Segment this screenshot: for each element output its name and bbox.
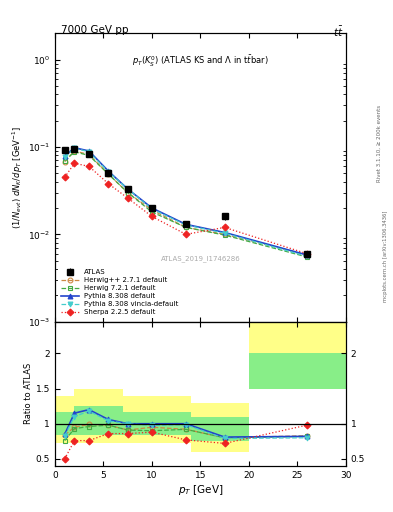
Sherpa 2.2.5 default: [125, 195, 130, 201]
Sherpa 2.2.5 default: [86, 163, 91, 169]
Pythia 8.308 default: [72, 145, 77, 151]
Pythia 8.308 default: [150, 205, 154, 211]
Y-axis label: Ratio to ATLAS: Ratio to ATLAS: [24, 363, 33, 424]
Line: Herwig++ 2.7.1 default: Herwig++ 2.7.1 default: [62, 148, 310, 258]
Pythia 8.308 vincia-default: [150, 206, 154, 212]
Pythia 8.308 default: [62, 153, 67, 159]
Pythia 8.308 vincia-default: [125, 186, 130, 192]
Herwig++ 2.7.1 default: [150, 207, 154, 213]
Sherpa 2.2.5 default: [150, 214, 154, 220]
Herwig++ 2.7.1 default: [125, 189, 130, 196]
Text: $t\bar{t}$: $t\bar{t}$: [333, 25, 344, 39]
Herwig 7.2.1 default: [222, 232, 227, 238]
Pythia 8.308 default: [86, 148, 91, 154]
Herwig 7.2.1 default: [86, 153, 91, 159]
Text: $p_{T}(K^{0}_{S})$ (ATLAS KS and $\Lambda$ in t$\bar{t}$bar): $p_{T}(K^{0}_{S})$ (ATLAS KS and $\Lambd…: [132, 53, 269, 69]
Sherpa 2.2.5 default: [305, 251, 309, 257]
Sherpa 2.2.5 default: [72, 160, 77, 166]
Line: Pythia 8.308 vincia-default: Pythia 8.308 vincia-default: [62, 146, 310, 259]
Herwig 7.2.1 default: [106, 171, 111, 177]
Pythia 8.308 vincia-default: [184, 222, 188, 228]
Herwig++ 2.7.1 default: [222, 231, 227, 238]
Pythia 8.308 default: [184, 221, 188, 227]
Pythia 8.308 default: [305, 252, 309, 258]
Y-axis label: $(1/N_{evt})\ dN_{K}/dp_{T}\ [\mathrm{GeV}^{-1}]$: $(1/N_{evt})\ dN_{K}/dp_{T}\ [\mathrm{Ge…: [11, 126, 25, 229]
Sherpa 2.2.5 default: [62, 174, 67, 180]
Pythia 8.308 vincia-default: [86, 148, 91, 155]
Text: 7000 GeV pp: 7000 GeV pp: [61, 25, 129, 35]
Pythia 8.308 vincia-default: [305, 253, 309, 260]
Pythia 8.308 vincia-default: [72, 145, 77, 151]
Herwig++ 2.7.1 default: [86, 152, 91, 158]
Herwig++ 2.7.1 default: [184, 224, 188, 230]
Herwig 7.2.1 default: [150, 209, 154, 215]
Herwig 7.2.1 default: [305, 254, 309, 260]
Herwig++ 2.7.1 default: [106, 171, 111, 177]
Legend: ATLAS, Herwig++ 2.7.1 default, Herwig 7.2.1 default, Pythia 8.308 default, Pythi: ATLAS, Herwig++ 2.7.1 default, Herwig 7.…: [59, 266, 181, 318]
X-axis label: $p_{T}$ [GeV]: $p_{T}$ [GeV]: [178, 482, 223, 497]
Pythia 8.308 default: [222, 229, 227, 236]
Pythia 8.308 vincia-default: [106, 168, 111, 175]
Herwig 7.2.1 default: [62, 158, 67, 164]
Pythia 8.308 default: [106, 168, 111, 174]
Herwig 7.2.1 default: [125, 189, 130, 196]
Line: Pythia 8.308 default: Pythia 8.308 default: [62, 145, 310, 258]
Line: Sherpa 2.2.5 default: Sherpa 2.2.5 default: [62, 161, 310, 256]
Herwig 7.2.1 default: [184, 224, 188, 230]
Sherpa 2.2.5 default: [184, 231, 188, 238]
Herwig++ 2.7.1 default: [62, 159, 67, 165]
Text: ATLAS_2019_I1746286: ATLAS_2019_I1746286: [161, 255, 240, 262]
Text: mcplots.cern.ch [arXiv:1306.3436]: mcplots.cern.ch [arXiv:1306.3436]: [383, 210, 387, 302]
Line: Herwig 7.2.1 default: Herwig 7.2.1 default: [62, 150, 310, 260]
Sherpa 2.2.5 default: [106, 181, 111, 187]
Herwig++ 2.7.1 default: [72, 148, 77, 154]
Pythia 8.308 vincia-default: [222, 230, 227, 236]
Pythia 8.308 vincia-default: [62, 154, 67, 160]
Herwig++ 2.7.1 default: [305, 252, 309, 258]
Herwig 7.2.1 default: [72, 148, 77, 155]
Pythia 8.308 default: [125, 186, 130, 192]
Text: Rivet 3.1.10, ≥ 200k events: Rivet 3.1.10, ≥ 200k events: [377, 105, 382, 182]
Sherpa 2.2.5 default: [222, 224, 227, 230]
